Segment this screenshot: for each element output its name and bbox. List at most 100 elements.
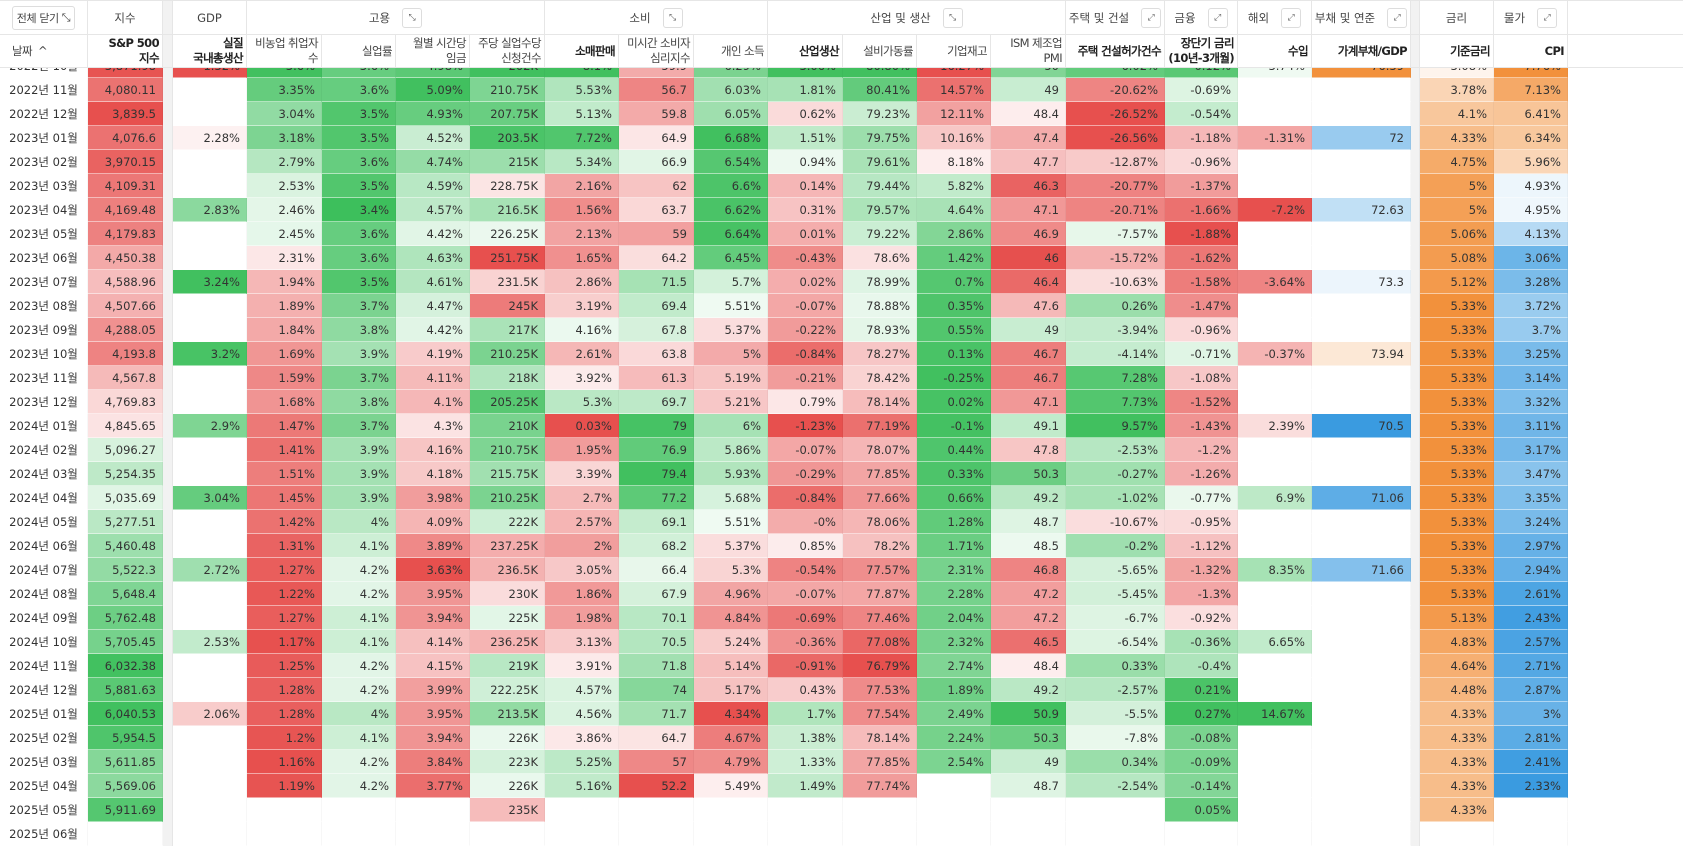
collapse-group-icon[interactable]: ⤡: [942, 7, 963, 28]
column-header-7[interactable]: 미시간 소비자 심리지수: [619, 35, 694, 67]
column-splitter[interactable]: [163, 270, 173, 294]
column-header-18[interactable]: CPI: [1494, 35, 1568, 67]
column-splitter[interactable]: [1411, 630, 1420, 654]
column-splitter[interactable]: [1411, 270, 1420, 294]
column-splitter[interactable]: [1411, 558, 1420, 582]
column-splitter[interactable]: [1411, 750, 1420, 774]
column-splitter[interactable]: [1411, 702, 1420, 726]
expand-group-icon[interactable]: ⤢: [1141, 7, 1162, 28]
column-header-3[interactable]: 실업률: [322, 35, 396, 67]
column-header-12[interactable]: ISM 제조업 PMI: [991, 35, 1066, 67]
column-splitter[interactable]: [1411, 510, 1420, 534]
column-splitter[interactable]: [163, 510, 173, 534]
column-splitter[interactable]: [163, 822, 173, 846]
column-header-4[interactable]: 월별 시간당 임금: [396, 35, 470, 67]
column-splitter[interactable]: [1411, 318, 1420, 342]
column-header-0[interactable]: S&P 500 지수: [88, 35, 163, 67]
column-splitter[interactable]: [163, 558, 173, 582]
column-header-9[interactable]: 산업생산: [768, 35, 843, 67]
column-splitter[interactable]: [163, 486, 173, 510]
column-splitter[interactable]: [1411, 246, 1420, 270]
column-splitter[interactable]: [1411, 486, 1420, 510]
column-splitter[interactable]: [163, 438, 173, 462]
column-splitter[interactable]: [1411, 414, 1420, 438]
column-splitter[interactable]: [1411, 582, 1420, 606]
column-splitter[interactable]: [163, 606, 173, 630]
column-splitter[interactable]: [163, 174, 173, 198]
column-header-15[interactable]: 수입: [1238, 35, 1312, 67]
column-splitter[interactable]: [163, 102, 173, 126]
column-header-5[interactable]: 주당 실업수당 신청건수: [470, 35, 545, 67]
column-splitter[interactable]: [163, 678, 173, 702]
column-splitter[interactable]: [1411, 438, 1420, 462]
column-splitter[interactable]: [1411, 534, 1420, 558]
column-splitter[interactable]: [163, 126, 173, 150]
column-splitter[interactable]: [163, 198, 173, 222]
collapse-group-icon[interactable]: ⤡: [402, 7, 423, 28]
column-splitter[interactable]: [163, 630, 173, 654]
column-splitter[interactable]: [1411, 366, 1420, 390]
column-splitter[interactable]: [163, 390, 173, 414]
column-splitter[interactable]: [1411, 654, 1420, 678]
column-header-16[interactable]: 가계부채/GDP: [1312, 35, 1411, 67]
column-splitter[interactable]: [163, 78, 173, 102]
data-table-body[interactable]: 2022년 10월3,871.981.32%3.6%3.6%4.98%202K8…: [0, 68, 1683, 853]
column-splitter[interactable]: [163, 294, 173, 318]
column-splitter[interactable]: [163, 35, 173, 67]
column-splitter[interactable]: [1411, 726, 1420, 750]
column-splitter[interactable]: [1411, 198, 1420, 222]
column-splitter[interactable]: [1411, 222, 1420, 246]
column-splitter[interactable]: [1411, 822, 1420, 846]
column-splitter[interactable]: [1411, 68, 1420, 78]
column-splitter[interactable]: [1411, 774, 1420, 798]
column-splitter[interactable]: [163, 318, 173, 342]
column-splitter[interactable]: [163, 726, 173, 750]
column-splitter[interactable]: [163, 774, 173, 798]
column-splitter[interactable]: [163, 246, 173, 270]
column-splitter[interactable]: [1411, 35, 1420, 67]
column-splitter[interactable]: [1411, 390, 1420, 414]
column-splitter[interactable]: [163, 798, 173, 822]
column-splitter[interactable]: [1411, 1, 1420, 34]
expand-group-icon[interactable]: ⤢: [1281, 7, 1302, 28]
expand-group-icon[interactable]: ⤢: [1387, 7, 1408, 28]
column-header-13[interactable]: 주택 건설허가건수: [1066, 35, 1165, 67]
column-splitter[interactable]: [1411, 606, 1420, 630]
column-header-8[interactable]: 개인 소득: [694, 35, 768, 67]
column-splitter[interactable]: [163, 414, 173, 438]
column-splitter[interactable]: [1411, 150, 1420, 174]
column-splitter[interactable]: [1411, 126, 1420, 150]
column-header-6[interactable]: 소매판매: [545, 35, 619, 67]
column-splitter[interactable]: [1411, 78, 1420, 102]
column-splitter[interactable]: [1411, 174, 1420, 198]
column-splitter[interactable]: [163, 222, 173, 246]
expand-group-icon[interactable]: ⤢: [1537, 7, 1558, 28]
column-splitter[interactable]: [163, 366, 173, 390]
column-header-14[interactable]: 장단기 금리 (10년-3개월): [1165, 35, 1238, 67]
column-header-11[interactable]: 기업재고: [917, 35, 991, 67]
column-header-1[interactable]: 실질 국내총생산: [173, 35, 247, 67]
column-splitter[interactable]: [1411, 102, 1420, 126]
column-splitter[interactable]: [163, 1, 173, 34]
close-all-button[interactable]: 전체 닫기 ⤡: [11, 5, 76, 30]
column-splitter[interactable]: [1411, 798, 1420, 822]
expand-group-icon[interactable]: ⤢: [1207, 7, 1228, 28]
column-splitter[interactable]: [1411, 342, 1420, 366]
column-splitter[interactable]: [163, 68, 173, 78]
date-column-header[interactable]: 날짜 ^: [0, 35, 88, 67]
column-splitter[interactable]: [163, 342, 173, 366]
collapse-group-icon[interactable]: ⤡: [662, 7, 683, 28]
column-splitter[interactable]: [163, 702, 173, 726]
column-splitter[interactable]: [163, 582, 173, 606]
column-splitter[interactable]: [163, 750, 173, 774]
column-splitter[interactable]: [1411, 462, 1420, 486]
column-splitter[interactable]: [163, 150, 173, 174]
column-splitter[interactable]: [1411, 294, 1420, 318]
column-splitter[interactable]: [163, 654, 173, 678]
column-header-2[interactable]: 비농업 취업자 수: [247, 35, 322, 67]
column-header-17[interactable]: 기준금리: [1420, 35, 1494, 67]
column-splitter[interactable]: [1411, 678, 1420, 702]
sort-ascending-icon[interactable]: ^: [37, 43, 48, 58]
column-header-10[interactable]: 설비가동률: [843, 35, 917, 67]
column-splitter[interactable]: [163, 462, 173, 486]
